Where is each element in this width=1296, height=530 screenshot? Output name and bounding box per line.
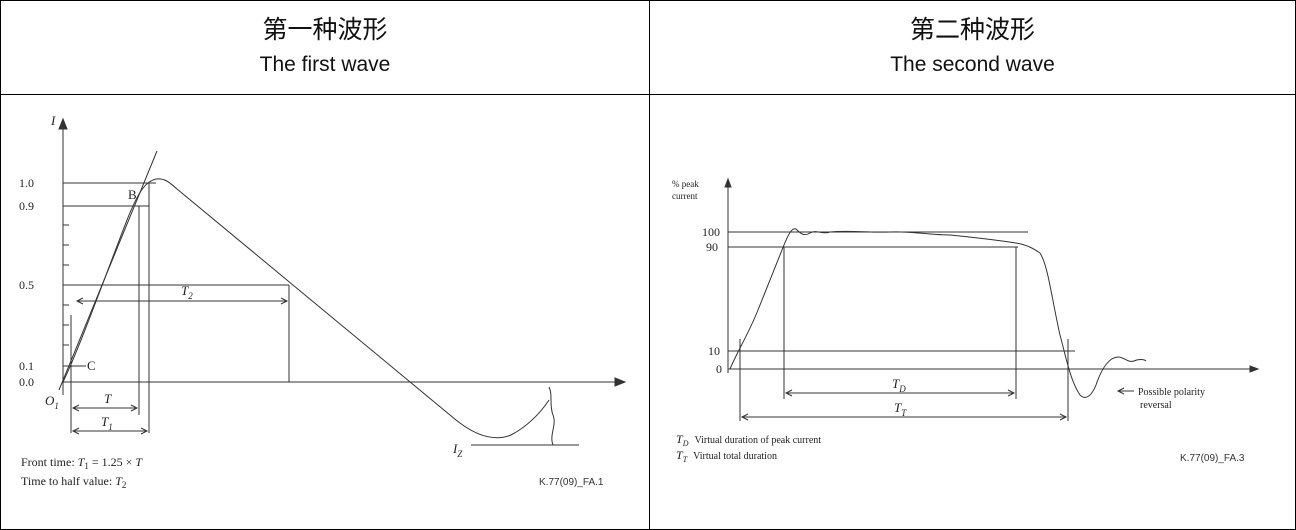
tick-label: 100 bbox=[702, 225, 720, 239]
arrowhead bbox=[130, 404, 139, 412]
first-wave-diagram: I 1.0 0.9 0.5 0.1 0.0 B C O1 T2 T T1 IZ … bbox=[19, 113, 627, 490]
arrowhead bbox=[740, 413, 749, 421]
tick-label: 0.9 bbox=[19, 199, 34, 213]
ylabel-line2: current bbox=[672, 191, 698, 201]
t-label: T bbox=[104, 391, 112, 406]
tick-label: 0 bbox=[716, 362, 722, 376]
header-second-wave: 第二种波形 The second wave bbox=[650, 0, 1295, 94]
table-border-top bbox=[0, 0, 1296, 1]
header-first-wave: 第一种波形 The first wave bbox=[1, 0, 649, 94]
title-en: The second wave bbox=[890, 53, 1055, 76]
polarity-line1: Possible polarity bbox=[1138, 387, 1205, 398]
table-border-left bbox=[0, 0, 1, 530]
arrowhead bbox=[71, 404, 80, 412]
arrowhead bbox=[75, 297, 84, 305]
waveform-curve bbox=[62, 178, 550, 439]
arrowhead bbox=[784, 389, 793, 397]
arrowhead bbox=[71, 427, 80, 435]
figure-reference: K.77(09)_FA.1 bbox=[539, 477, 604, 488]
title-zh: 第二种波形 bbox=[909, 15, 1035, 44]
tt-label: TT bbox=[894, 400, 907, 418]
arrowhead bbox=[140, 427, 149, 435]
title-en: The first wave bbox=[259, 53, 391, 76]
td-label: TD bbox=[892, 376, 906, 394]
arrowhead bbox=[1007, 389, 1016, 397]
legend-front-time: Front time: T1 = 1.25 × T bbox=[21, 455, 143, 471]
point-b-label: B bbox=[128, 187, 137, 202]
legend-td: TD Virtual duration of peak current bbox=[676, 432, 821, 448]
x-axis-arrow bbox=[1249, 365, 1260, 373]
tick-label: 0.1 bbox=[19, 359, 34, 373]
point-c-label: C bbox=[87, 358, 96, 373]
tick-label: 1.0 bbox=[19, 176, 34, 190]
waveform-curve bbox=[729, 228, 1147, 398]
tick-label: 0.5 bbox=[19, 278, 34, 292]
arrowhead bbox=[1059, 413, 1068, 421]
x-axis-arrow bbox=[614, 377, 627, 387]
title-zh: 第一种波形 bbox=[262, 15, 388, 44]
tick-label: 90 bbox=[706, 240, 718, 254]
figure-reference: K.77(09)_FA.3 bbox=[1180, 453, 1245, 464]
legend-half-value: Time to half value: T2 bbox=[21, 474, 126, 490]
t2-label: T2 bbox=[181, 283, 193, 301]
ylabel-line1: % peak bbox=[672, 179, 699, 189]
y-axis-arrow bbox=[58, 117, 68, 130]
t1-label: T1 bbox=[101, 414, 113, 432]
legend-tt: TT Virtual total duration bbox=[676, 448, 777, 464]
arrowhead bbox=[280, 297, 289, 305]
polarity-line2: reversal bbox=[1140, 400, 1172, 411]
column-divider bbox=[649, 0, 650, 530]
second-wave-diagram: % peak current 100 90 10 0 TD TT Possibl… bbox=[672, 177, 1260, 464]
iz-label: IZ bbox=[452, 441, 463, 459]
y-axis-arrow bbox=[724, 177, 732, 188]
iz-brace bbox=[548, 386, 555, 446]
tick-label: 10 bbox=[708, 344, 720, 358]
header-divider bbox=[0, 94, 1296, 95]
origin-label: O1 bbox=[45, 393, 59, 411]
tick-label: 0.0 bbox=[19, 375, 34, 389]
axis-label-i: I bbox=[50, 113, 56, 128]
arrowhead bbox=[1116, 387, 1125, 395]
